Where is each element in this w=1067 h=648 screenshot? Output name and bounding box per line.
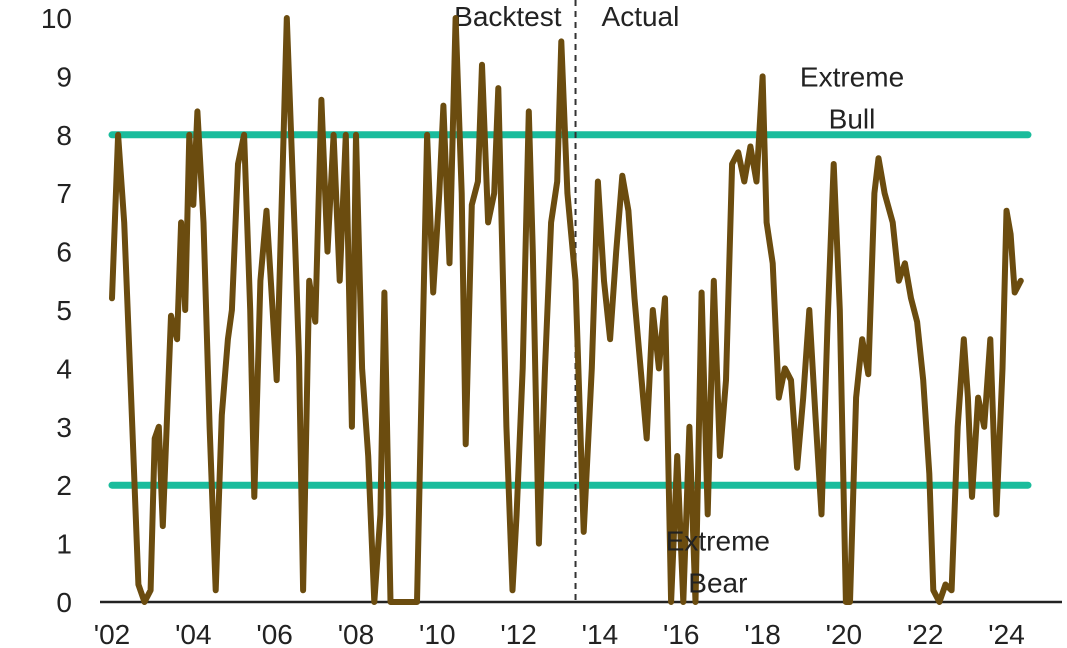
y-tick-label: 9	[56, 61, 72, 92]
x-tick-label: '16	[663, 619, 700, 648]
x-tick-label: '08	[338, 619, 375, 648]
y-axis-ticks: 0 1 2 3 4 5 6 7 8 9 10	[41, 3, 72, 618]
annotation-text: Extreme	[800, 61, 904, 92]
x-tick-label: '24	[988, 619, 1025, 648]
x-tick-label: '06	[256, 619, 293, 648]
y-tick-label: 1	[56, 529, 72, 560]
y-tick-label: 5	[56, 295, 72, 326]
x-tick-label: '12	[500, 619, 537, 648]
series-group	[109, 15, 1024, 605]
x-tick-label: '14	[582, 619, 619, 648]
backtest-label: Backtest	[454, 1, 562, 32]
x-tick-label: '18	[744, 619, 781, 648]
y-tick-label: 3	[56, 412, 72, 443]
y-tick-label: 0	[56, 587, 72, 618]
actual-label: Actual	[602, 1, 680, 32]
annotation-text: Bear	[688, 568, 747, 599]
annotation-text: Extreme	[666, 526, 770, 557]
x-tick-label: '20	[826, 619, 863, 648]
y-tick-label: 6	[56, 237, 72, 268]
y-tick-label: 7	[56, 178, 72, 209]
annotations: Extreme Bull Extreme Bear	[666, 61, 904, 598]
x-tick-label: '10	[419, 619, 456, 648]
x-tick-label: '04	[175, 619, 212, 648]
series-line	[109, 15, 1024, 605]
x-axis-ticks: '02 '04 '06 '08 '10 '12 '14 '16 '18 '20 '22 '24	[94, 619, 1025, 648]
y-tick-label: 4	[56, 353, 72, 384]
annotation-text: Bull	[829, 103, 876, 134]
reference-lines	[108, 131, 1032, 489]
y-tick-label: 10	[41, 3, 72, 34]
x-tick-label: '02	[94, 619, 131, 648]
y-tick-label: 2	[56, 470, 72, 501]
x-tick-label: '22	[907, 619, 944, 648]
y-tick-label: 8	[56, 120, 72, 151]
